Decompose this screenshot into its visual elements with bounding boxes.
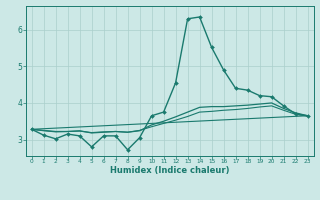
X-axis label: Humidex (Indice chaleur): Humidex (Indice chaleur) <box>110 166 229 175</box>
